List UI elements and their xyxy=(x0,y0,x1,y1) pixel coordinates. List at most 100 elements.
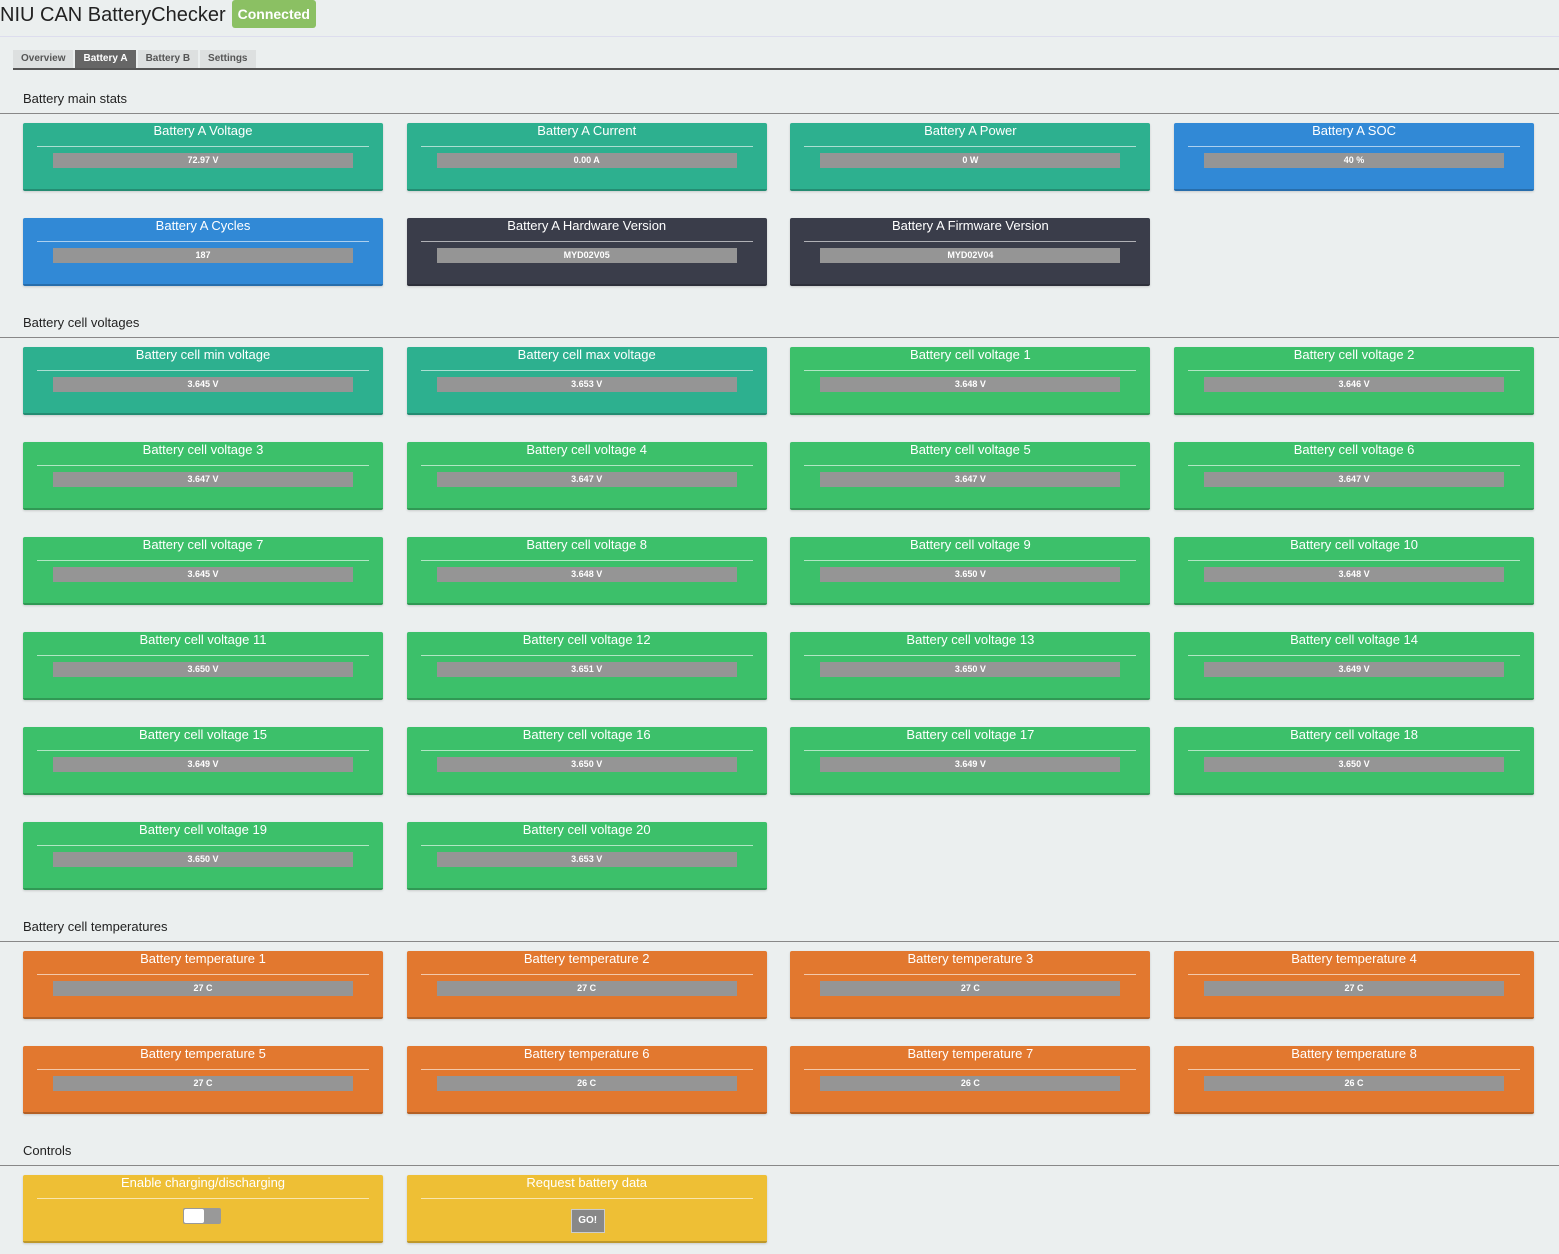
card: Battery A Firmware Version MYD02V04 xyxy=(790,218,1151,286)
card-title: Battery A Hardware Version xyxy=(507,218,667,233)
value-bar: 27 C xyxy=(436,981,737,996)
card-title: Battery cell voltage 4 xyxy=(526,442,648,457)
card: Battery cell voltage 16 3.650 V xyxy=(406,727,767,795)
divider xyxy=(804,560,1137,561)
title-text: NIU CAN BatteryChecker xyxy=(0,4,226,26)
card: Battery cell voltage 14 3.649 V xyxy=(1174,632,1535,700)
card: Battery cell voltage 12 3.651 V xyxy=(406,632,767,700)
card-title: Battery temperature 7 xyxy=(907,1046,1034,1061)
card: Battery temperature 4 27 C xyxy=(1174,951,1535,1019)
card: Enable charging/discharging xyxy=(23,1175,383,1243)
divider xyxy=(804,750,1137,751)
divider xyxy=(420,845,753,846)
divider xyxy=(37,146,369,147)
divider xyxy=(420,146,753,147)
card-title: Battery A SOC xyxy=(1312,123,1396,138)
divider xyxy=(420,1198,753,1199)
card-title: Enable charging/discharging xyxy=(120,1175,286,1190)
card: Battery cell voltage 5 3.647 V xyxy=(790,442,1151,510)
card: Battery cell voltage 1 3.648 V xyxy=(790,347,1151,415)
card-title: Battery cell voltage 2 xyxy=(1293,347,1415,362)
tab[interactable]: Settings xyxy=(200,50,256,68)
card: Battery cell voltage 6 3.647 V xyxy=(1174,442,1535,510)
divider xyxy=(1188,146,1521,147)
divider xyxy=(804,655,1137,656)
value-bar: 3.649 V xyxy=(53,757,353,772)
card: Battery temperature 7 26 C xyxy=(790,1046,1151,1114)
divider xyxy=(804,146,1137,147)
card: Battery A Hardware Version MYD02V05 xyxy=(406,218,767,286)
tab[interactable]: Battery B xyxy=(137,50,199,68)
section-title: Battery cell voltages xyxy=(0,315,1559,338)
divider xyxy=(37,655,369,656)
card: Battery A Cycles 187 xyxy=(23,218,383,286)
divider xyxy=(37,1069,369,1070)
divider xyxy=(1188,1069,1521,1070)
tab-bar: Overview Battery A Battery B Settings xyxy=(13,50,1559,70)
section-title: Controls xyxy=(0,1143,1559,1166)
tab[interactable]: Overview xyxy=(13,50,74,68)
section: Controls Enable charging/discharging Reque… xyxy=(0,1143,1559,1243)
value-bar: 26 C xyxy=(1204,1076,1505,1091)
value-bar: 3.650 V xyxy=(53,852,353,867)
card: Request battery data GO! xyxy=(406,1175,767,1243)
divider xyxy=(420,655,753,656)
divider xyxy=(37,370,369,371)
value-bar: 3.645 V xyxy=(53,567,353,582)
card: Battery cell voltage 4 3.647 V xyxy=(406,442,767,510)
card-title: Battery cell voltage 15 xyxy=(139,727,267,742)
go-button[interactable]: GO! xyxy=(570,1209,605,1233)
divider xyxy=(37,241,369,242)
card-title: Battery temperature 3 xyxy=(907,951,1034,966)
tab[interactable]: Battery A xyxy=(75,50,136,68)
value-bar: 3.648 V xyxy=(436,567,737,582)
card-title: Battery cell voltage 13 xyxy=(906,632,1035,647)
card-title: Battery cell voltage 6 xyxy=(1293,442,1415,457)
card-title: Battery A Current xyxy=(537,123,637,138)
card-title: Battery cell min voltage xyxy=(135,347,271,362)
card-grid: Battery A Voltage 72.97 V Battery A Curren… xyxy=(23,123,1559,286)
card: Battery cell voltage 7 3.645 V xyxy=(23,537,383,605)
card: Battery cell voltage 2 3.646 V xyxy=(1174,347,1535,415)
card: Battery cell voltage 13 3.650 V xyxy=(790,632,1151,700)
card: Battery temperature 3 27 C xyxy=(790,951,1151,1019)
value-bar: 3.650 V xyxy=(820,662,1121,677)
section-title: Battery cell temperatures xyxy=(0,919,1559,942)
divider xyxy=(420,750,753,751)
app-title: NIU CAN BatteryChecker Connected xyxy=(0,0,316,28)
value-bar: 3.649 V xyxy=(1204,662,1505,677)
divider xyxy=(420,370,753,371)
value-bar: 3.653 V xyxy=(436,377,737,392)
divider xyxy=(420,241,753,242)
divider xyxy=(37,845,369,846)
value-bar: 40 % xyxy=(1204,153,1505,168)
card: Battery temperature 5 27 C xyxy=(23,1046,383,1114)
divider xyxy=(1188,750,1521,751)
toggle-switch[interactable] xyxy=(183,1208,221,1224)
card-title: Battery cell voltage 16 xyxy=(522,727,651,742)
value-bar: 26 C xyxy=(436,1076,737,1091)
card-title: Battery cell voltage 8 xyxy=(526,537,648,552)
content: Battery main stats Battery A Voltage 72.97… xyxy=(0,91,1559,1243)
card: Battery cell voltage 10 3.648 V xyxy=(1174,537,1535,605)
card-title: Battery A Voltage xyxy=(153,123,253,138)
card: Battery cell voltage 20 3.653 V xyxy=(406,822,767,890)
value-bar: 27 C xyxy=(53,1076,353,1091)
divider xyxy=(804,974,1137,975)
card-title: Battery temperature 1 xyxy=(140,951,266,966)
value-bar: 3.647 V xyxy=(436,472,737,487)
card-title: Battery cell voltage 19 xyxy=(139,822,267,837)
section: Battery cell temperatures Battery tempera… xyxy=(0,919,1559,1114)
card: Battery A Current 0.00 A xyxy=(406,123,767,191)
divider xyxy=(804,370,1137,371)
value-bar: 3.653 V xyxy=(436,852,737,867)
card-grid: Battery temperature 1 27 C Battery tempera… xyxy=(23,951,1559,1114)
value-bar: 3.650 V xyxy=(53,662,353,677)
divider xyxy=(1188,465,1521,466)
divider xyxy=(37,974,369,975)
card-title: Battery temperature 2 xyxy=(523,951,650,966)
card-title: Battery A Power xyxy=(924,123,1017,138)
divider xyxy=(420,974,753,975)
card-title: Battery cell max voltage xyxy=(517,347,656,362)
card-title: Battery temperature 5 xyxy=(140,1046,266,1061)
